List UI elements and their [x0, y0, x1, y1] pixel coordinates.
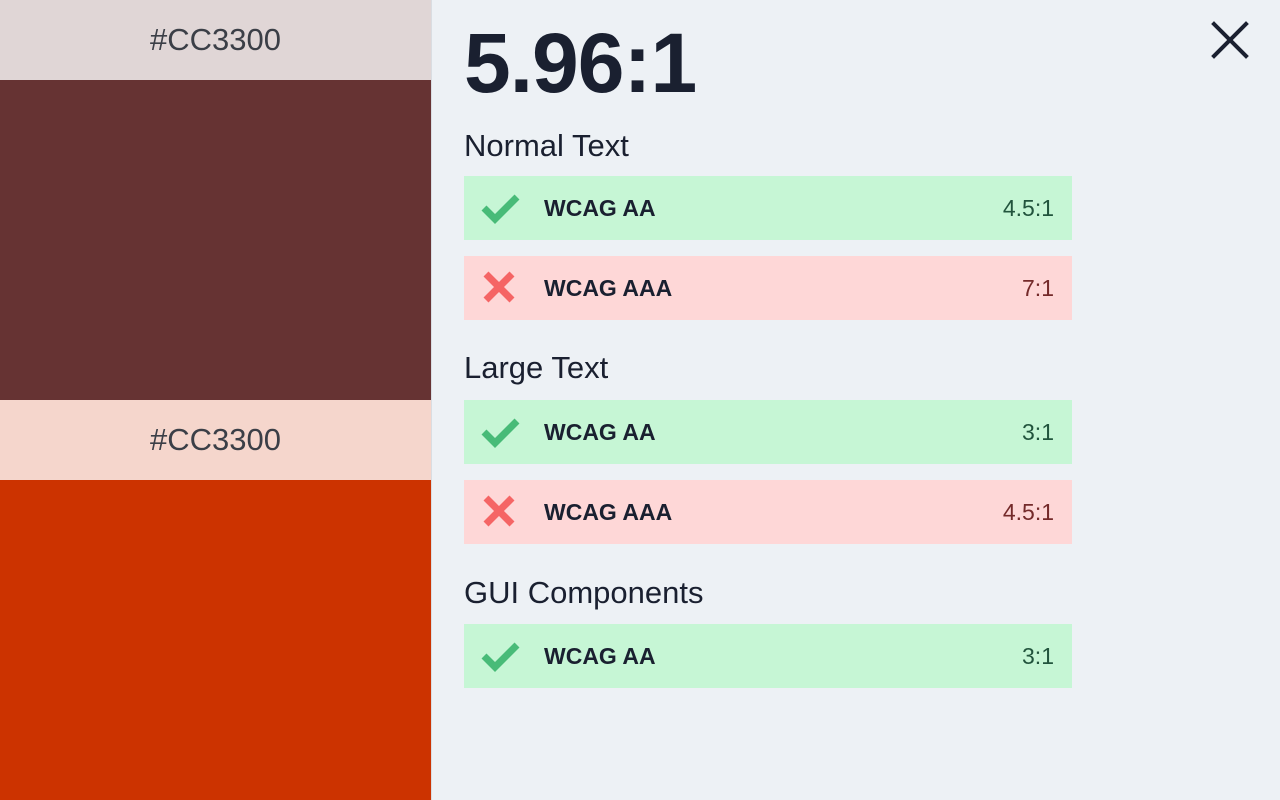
result-row-normal-aa: WCAG AA 4.5:1: [464, 176, 1072, 240]
foreground-color-label[interactable]: #CC3300: [0, 0, 431, 80]
result-label: WCAG AAA: [544, 274, 673, 301]
foreground-color-swatch[interactable]: [0, 80, 431, 400]
cross-icon: [480, 268, 520, 308]
section-title-gui-components: GUI Components: [464, 575, 704, 610]
result-row-normal-aaa: WCAG AAA 7:1: [464, 256, 1072, 320]
background-color-swatch[interactable]: [0, 480, 431, 800]
result-label: WCAG AA: [544, 194, 656, 221]
check-icon: [480, 188, 520, 228]
close-button[interactable]: [1208, 18, 1252, 62]
results-panel: 5.96:1 Normal Text WCAG AA 4.5:1 WCAG AA…: [432, 0, 1280, 800]
close-icon: [1211, 21, 1249, 59]
result-label: WCAG AA: [544, 642, 656, 669]
background-color-label[interactable]: #CC3300: [0, 400, 431, 480]
result-label: WCAG AAA: [544, 498, 673, 525]
result-label: WCAG AA: [544, 418, 656, 445]
check-icon: [480, 636, 520, 676]
result-threshold: 7:1: [1022, 274, 1054, 301]
result-row-large-aa: WCAG AA 3:1: [464, 400, 1072, 464]
section-title-normal-text: Normal Text: [464, 128, 629, 163]
check-icon: [480, 412, 520, 452]
section-title-large-text: Large Text: [464, 350, 609, 385]
result-row-large-aaa: WCAG AAA 4.5:1: [464, 480, 1072, 544]
result-row-gui-aa: WCAG AA 3:1: [464, 624, 1072, 688]
cross-icon: [480, 492, 520, 532]
result-threshold: 4.5:1: [1002, 194, 1054, 221]
contrast-ratio: 5.96:1: [464, 16, 697, 110]
color-swatches: #CC3300 #CC3300: [0, 0, 432, 800]
result-threshold: 3:1: [1022, 642, 1054, 669]
result-threshold: 4.5:1: [1002, 498, 1054, 525]
result-threshold: 3:1: [1022, 418, 1054, 445]
